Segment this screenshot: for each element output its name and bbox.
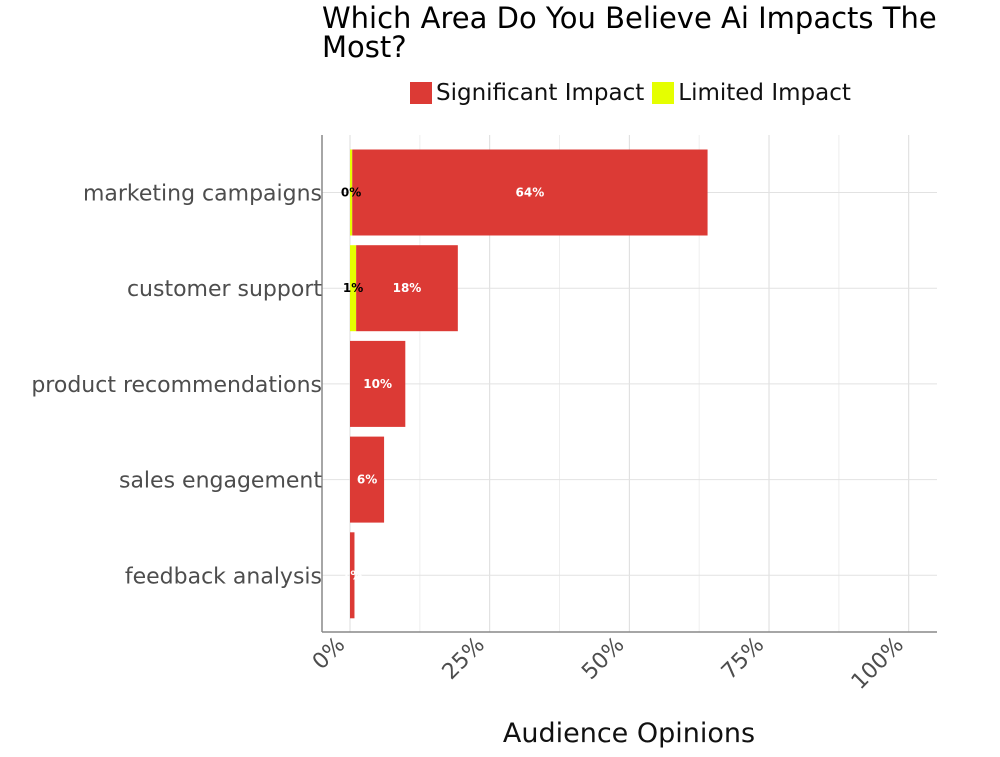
- bar-limited: [350, 149, 353, 236]
- legend: Significant Impact Limited Impact: [410, 80, 859, 106]
- x-tick-label: 25%: [438, 633, 490, 685]
- bar-labels: 0% 64% 1% 18% 10% 6% 1%: [341, 186, 544, 583]
- chart-title: Which Area Do You Believe Ai Impacts The…: [322, 1, 937, 64]
- x-tick-label: 100%: [847, 633, 909, 695]
- x-tick-label: 75%: [717, 633, 769, 685]
- x-axis-title: Audience Opinions: [503, 718, 755, 749]
- x-tick-label: 0%: [308, 633, 350, 675]
- legend-swatch-limited: [652, 82, 675, 104]
- y-tick-label: marketing campaigns: [83, 182, 322, 207]
- y-tick-label: sales engagement: [119, 469, 322, 494]
- x-tick-label: 50%: [577, 633, 629, 685]
- bar-significant: [356, 245, 458, 332]
- legend-label-limited: Limited Impact: [678, 80, 851, 106]
- bar-label: 0%: [341, 186, 361, 200]
- bars: [350, 149, 708, 619]
- legend-swatch-significant: [410, 82, 432, 104]
- bar-limited: [350, 245, 357, 332]
- bar-label: 6%: [357, 473, 377, 487]
- bar-significant: [352, 149, 708, 236]
- bar-significant: [350, 436, 385, 523]
- bar-significant: [350, 532, 355, 619]
- x-tick-labels: 0% 25% 50% 75% 100%: [308, 633, 909, 695]
- bar-label: 1%: [342, 568, 362, 582]
- bar-label: 64%: [516, 186, 545, 200]
- y-tick-label: customer support: [127, 277, 322, 302]
- y-tick-label: product recommendations: [31, 373, 322, 398]
- bar-label: 10%: [363, 377, 392, 391]
- axes: [321, 135, 937, 633]
- bar-label: 1%: [343, 281, 363, 295]
- bar-significant: [350, 340, 406, 427]
- legend-item-limited: Limited Impact: [652, 80, 851, 106]
- y-tick-label: feedback analysis: [125, 564, 322, 589]
- bar-label: 18%: [393, 281, 422, 295]
- legend-item-significant: Significant Impact: [410, 80, 644, 106]
- y-tick-labels: marketing campaigns customer support produ…: [31, 182, 322, 590]
- legend-label-significant: Significant Impact: [436, 80, 645, 106]
